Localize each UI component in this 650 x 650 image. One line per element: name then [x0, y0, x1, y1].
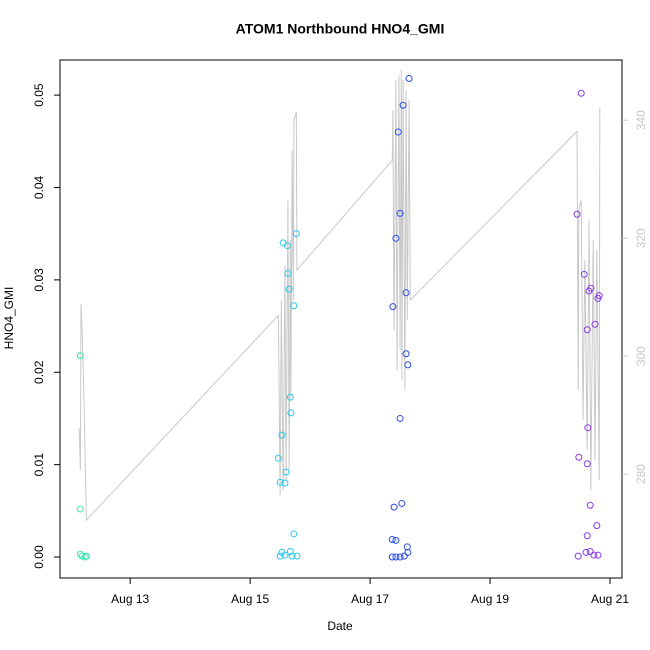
x-tick-label: Aug 21 — [591, 592, 629, 606]
point — [281, 479, 289, 487]
x-tick-label: Aug 19 — [471, 592, 509, 606]
point — [278, 431, 286, 439]
point — [276, 478, 284, 486]
point — [399, 101, 407, 109]
point — [283, 242, 291, 250]
point — [76, 505, 84, 513]
point — [396, 209, 404, 217]
point — [402, 289, 410, 297]
point — [392, 234, 400, 242]
point — [76, 352, 84, 360]
point — [389, 303, 397, 311]
point — [586, 547, 594, 555]
point — [78, 552, 86, 560]
y2-tick-label: 300 — [634, 346, 648, 366]
y2-tick-label: 280 — [634, 464, 648, 484]
point — [591, 320, 599, 328]
point — [575, 453, 583, 461]
point — [404, 361, 412, 369]
point — [392, 536, 400, 544]
point — [590, 551, 598, 559]
point — [582, 548, 590, 556]
point — [81, 553, 89, 561]
plot-frame — [59, 59, 623, 579]
point — [388, 535, 396, 543]
y-tick-label: 0.03 — [32, 268, 46, 292]
y2-tick-label: 340 — [634, 110, 648, 130]
y-tick-label: 0.04 — [32, 175, 46, 199]
point — [396, 553, 404, 561]
point — [286, 393, 294, 401]
point — [586, 501, 594, 509]
x-tick-label: Aug 13 — [111, 592, 149, 606]
point — [583, 532, 591, 540]
point — [405, 74, 413, 82]
point — [288, 552, 296, 560]
point — [398, 499, 406, 507]
point — [285, 285, 293, 293]
point — [287, 409, 295, 417]
point — [580, 270, 588, 278]
point — [392, 553, 400, 561]
point — [82, 552, 90, 560]
point — [593, 522, 601, 530]
y-tick-label: 0.02 — [32, 360, 46, 384]
line — [78, 70, 601, 522]
point — [388, 553, 396, 561]
point — [274, 454, 282, 462]
y-tick-label: 0.05 — [32, 83, 46, 107]
point — [281, 551, 289, 559]
point — [595, 292, 603, 300]
y-tick-label: 0.00 — [32, 545, 46, 569]
x-axis-label: Date — [327, 619, 353, 633]
y-tick-label: 0.01 — [32, 453, 46, 477]
point — [400, 552, 408, 560]
point — [390, 503, 398, 511]
point — [583, 326, 591, 334]
point — [284, 269, 292, 277]
y-axis-label: HNO4_GMI — [2, 287, 16, 350]
chart-title: ATOM1 Northbound HNO4_GMI — [236, 21, 445, 37]
point — [594, 551, 602, 559]
point — [282, 468, 290, 476]
point — [404, 548, 412, 556]
point — [292, 230, 300, 238]
point — [286, 547, 294, 555]
point — [396, 414, 404, 422]
x-tick-label: Aug 17 — [351, 592, 389, 606]
point — [583, 460, 591, 468]
point — [573, 210, 581, 218]
point — [584, 424, 592, 432]
y2-tick-label: 320 — [634, 228, 648, 248]
point — [394, 128, 402, 136]
point — [577, 89, 585, 97]
point — [402, 350, 410, 358]
point — [276, 552, 284, 560]
x-tick-label: Aug 15 — [231, 592, 269, 606]
point — [587, 284, 595, 292]
point — [290, 530, 298, 538]
point — [293, 552, 301, 560]
point — [574, 552, 582, 560]
point — [290, 302, 298, 310]
